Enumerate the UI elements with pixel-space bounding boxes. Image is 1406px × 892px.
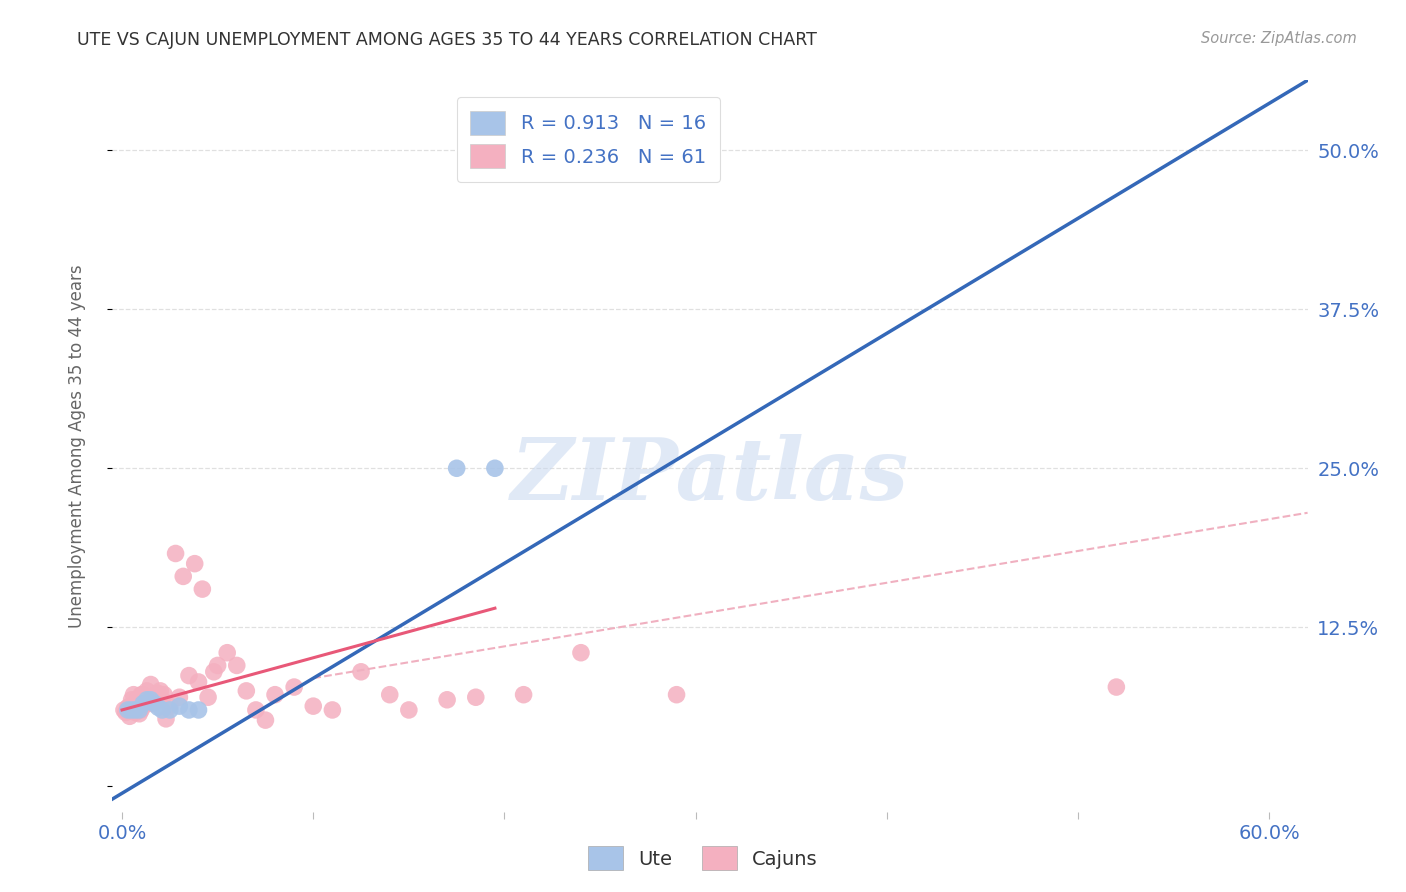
Point <box>436 693 458 707</box>
Point <box>128 706 150 721</box>
Point <box>484 461 506 475</box>
Point <box>135 693 157 707</box>
Point <box>127 693 149 707</box>
Point <box>128 703 150 717</box>
Point <box>129 703 152 717</box>
Point <box>122 703 145 717</box>
Point <box>148 686 170 700</box>
Legend: Ute, Cajuns: Ute, Cajuns <box>581 838 825 878</box>
Text: ZIPatlas: ZIPatlas <box>510 434 910 517</box>
Point <box>132 697 155 711</box>
Point <box>187 675 209 690</box>
Point <box>118 699 141 714</box>
Point <box>117 703 139 717</box>
Point <box>142 697 165 711</box>
Point <box>138 693 160 707</box>
Point <box>153 688 176 702</box>
Point <box>124 703 146 717</box>
Point <box>150 693 173 707</box>
Point <box>135 684 157 698</box>
Point <box>121 703 143 717</box>
Point <box>117 700 139 714</box>
Point <box>177 668 200 682</box>
Point <box>127 699 149 714</box>
Y-axis label: Unemployment Among Ages 35 to 44 years: Unemployment Among Ages 35 to 44 years <box>67 264 86 628</box>
Point <box>191 582 214 596</box>
Point <box>124 706 146 720</box>
Point <box>464 690 486 705</box>
Point <box>283 680 305 694</box>
Point <box>148 700 170 714</box>
Point <box>512 688 534 702</box>
Point <box>159 703 181 717</box>
Point <box>134 694 156 708</box>
Point <box>143 697 166 711</box>
Point <box>115 706 138 720</box>
Point <box>569 646 592 660</box>
Point <box>302 699 325 714</box>
Point <box>225 658 247 673</box>
Point <box>235 684 257 698</box>
Point <box>132 699 155 714</box>
Point <box>665 688 688 702</box>
Point <box>254 713 277 727</box>
Point <box>169 690 191 705</box>
Point <box>139 693 162 707</box>
Text: Source: ZipAtlas.com: Source: ZipAtlas.com <box>1201 31 1357 46</box>
Point <box>150 703 173 717</box>
Point <box>129 688 152 702</box>
Point <box>145 688 167 702</box>
Point <box>398 703 420 717</box>
Point <box>378 688 401 702</box>
Point <box>1105 680 1128 694</box>
Point <box>118 709 141 723</box>
Point <box>149 684 172 698</box>
Point <box>155 712 177 726</box>
Point <box>159 699 181 714</box>
Point <box>177 703 200 717</box>
Legend: R = 0.913   N = 16, R = 0.236   N = 61: R = 0.913 N = 16, R = 0.236 N = 61 <box>457 97 720 182</box>
Point <box>350 665 373 679</box>
Point <box>117 703 139 717</box>
Point <box>183 557 205 571</box>
Point <box>264 688 287 702</box>
Point <box>121 703 143 717</box>
Point <box>128 693 150 707</box>
Point <box>143 693 166 707</box>
Point <box>122 688 145 702</box>
Point <box>132 688 155 702</box>
Point <box>321 703 343 717</box>
Point <box>197 690 219 705</box>
Point <box>139 677 162 691</box>
Point <box>124 697 146 711</box>
Point <box>165 547 187 561</box>
Point <box>172 569 194 583</box>
Point <box>245 703 267 717</box>
Point <box>169 699 191 714</box>
Point <box>446 461 468 475</box>
Point <box>217 646 239 660</box>
Point <box>187 703 209 717</box>
Point <box>121 693 143 707</box>
Point <box>202 665 225 679</box>
Text: UTE VS CAJUN UNEMPLOYMENT AMONG AGES 35 TO 44 YEARS CORRELATION CHART: UTE VS CAJUN UNEMPLOYMENT AMONG AGES 35 … <box>77 31 817 49</box>
Point <box>112 703 135 717</box>
Point <box>207 658 229 673</box>
